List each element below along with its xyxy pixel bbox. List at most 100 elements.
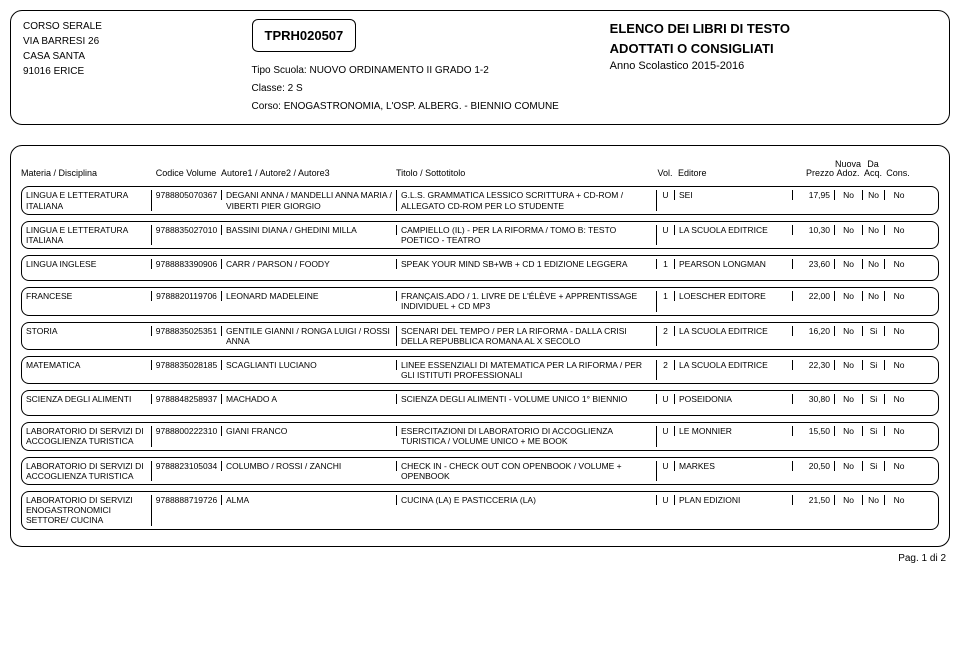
- book-row: MATEMATICA9788835028185SCAGLIANTI LUCIAN…: [21, 356, 939, 384]
- book-row: LABORATORIO DI SERVIZI DI ACCOGLIENZA TU…: [21, 422, 939, 450]
- cell-materia: LINGUA E LETTERATURA ITALIANA: [22, 225, 152, 245]
- cell-autori: GENTILE GIANNI / RONGA LUIGI / ROSSI ANN…: [222, 326, 397, 346]
- title-line2: ADOTTATI O CONSIGLIATI: [610, 39, 937, 59]
- cell-editore: LA SCUOLA EDITRICE: [675, 326, 793, 336]
- col-nuova: NuovaAdoz.: [834, 160, 862, 178]
- cell-prezzo: 30,80: [793, 394, 835, 404]
- cell-titolo: SCENARI DEL TEMPO / PER LA RIFORMA - DAL…: [397, 326, 657, 346]
- cell-codice: 9788835027010: [152, 225, 222, 235]
- cell-materia: MATEMATICA: [22, 360, 152, 370]
- cell-vol: U: [657, 426, 675, 436]
- cell-cons: No: [885, 360, 913, 370]
- cell-cons: No: [885, 326, 913, 336]
- cell-cons: No: [885, 225, 913, 235]
- cell-vol: U: [657, 190, 675, 200]
- cell-da: Si: [863, 360, 885, 370]
- col-vol: Vol.: [656, 168, 674, 178]
- cell-nuova: No: [835, 461, 863, 471]
- cell-cons: No: [885, 291, 913, 301]
- cell-autori: GIANI FRANCO: [222, 426, 397, 436]
- cell-editore: MARKES: [675, 461, 793, 471]
- cell-da: No: [863, 225, 885, 235]
- school-info: CORSO SERALE VIA BARRESI 26 CASA SANTA 9…: [23, 19, 252, 79]
- book-row: LABORATORIO DI SERVIZI DI ACCOGLIENZA TU…: [21, 457, 939, 485]
- cell-materia: STORIA: [22, 326, 152, 336]
- cell-titolo: CAMPIELLO (IL) - PER LA RIFORMA / TOMO B…: [397, 225, 657, 245]
- cell-autori: CARR / PARSON / FOODY: [222, 259, 397, 269]
- tipo-scuola: Tipo Scuola: NUOVO ORDINAMENTO II GRADO …: [252, 62, 590, 80]
- cell-prezzo: 22,00: [793, 291, 835, 301]
- cell-nuova: No: [835, 291, 863, 301]
- cell-vol: 1: [657, 291, 675, 301]
- book-row: FRANCESE9788820119706LEONARD MADELEINEFR…: [21, 287, 939, 315]
- classe: Classe: 2 S: [252, 80, 590, 98]
- cell-vol: U: [657, 461, 675, 471]
- cell-cons: No: [885, 461, 913, 471]
- cell-prezzo: 10,30: [793, 225, 835, 235]
- cell-vol: U: [657, 225, 675, 235]
- cell-vol: 2: [657, 360, 675, 370]
- cell-codice: 9788820119706: [152, 291, 222, 301]
- cell-editore: LA SCUOLA EDITRICE: [675, 360, 793, 370]
- books-container: Materia / Disciplina Codice Volume Autor…: [10, 145, 950, 546]
- cell-titolo: CHECK IN - CHECK OUT CON OPENBOOK / VOLU…: [397, 461, 657, 481]
- cell-da: No: [863, 190, 885, 200]
- cell-autori: ALMA: [222, 495, 397, 505]
- col-autori: Autore1 / Autore2 / Autore3: [221, 168, 396, 178]
- cell-autori: DEGANI ANNA / MANDELLI ANNA MARIA / VIBE…: [222, 190, 397, 210]
- cell-nuova: No: [835, 190, 863, 200]
- book-row: SCIENZA DEGLI ALIMENTI9788848258937MACHA…: [21, 390, 939, 416]
- cell-autori: BASSINI DIANA / GHEDINI MILLA: [222, 225, 397, 235]
- school-line: 91016 ERICE: [23, 64, 252, 79]
- cell-cons: No: [885, 394, 913, 404]
- cell-titolo: SCIENZA DEGLI ALIMENTI - VOLUME UNICO 1°…: [397, 394, 657, 404]
- title-line1: ELENCO DEI LIBRI DI TESTO: [610, 19, 937, 39]
- cell-codice: 9788800222310: [152, 426, 222, 436]
- corso: Corso: ENOGASTRONOMIA, L'OSP. ALBERG. - …: [252, 98, 590, 116]
- cell-cons: No: [885, 190, 913, 200]
- cell-editore: PEARSON LONGMAN: [675, 259, 793, 269]
- cell-editore: LE MONNIER: [675, 426, 793, 436]
- col-titolo: Titolo / Sottotitolo: [396, 168, 656, 178]
- cell-nuova: No: [835, 360, 863, 370]
- anno-scolastico: Anno Scolastico 2015-2016: [610, 58, 937, 75]
- cell-vol: U: [657, 495, 675, 505]
- cell-nuova: No: [835, 326, 863, 336]
- cell-prezzo: 15,50: [793, 426, 835, 436]
- cell-materia: LINGUA E LETTERATURA ITALIANA: [22, 190, 152, 210]
- column-headers: Materia / Disciplina Codice Volume Autor…: [21, 160, 939, 178]
- cell-autori: SCAGLIANTI LUCIANO: [222, 360, 397, 370]
- page-footer: Pag. 1 di 2: [10, 553, 950, 564]
- col-materia: Materia / Disciplina: [21, 168, 151, 178]
- cell-nuova: No: [835, 495, 863, 505]
- col-da: DaAcq.: [862, 160, 884, 178]
- cell-vol: U: [657, 394, 675, 404]
- course-info: TPRH020507 Tipo Scuola: NUOVO ORDINAMENT…: [252, 19, 590, 116]
- cell-materia: FRANCESE: [22, 291, 152, 301]
- cell-autori: MACHADO A: [222, 394, 397, 404]
- book-row: LINGUA E LETTERATURA ITALIANA97888350270…: [21, 221, 939, 249]
- cell-autori: COLUMBO / ROSSI / ZANCHI: [222, 461, 397, 471]
- cell-da: No: [863, 259, 885, 269]
- cell-nuova: No: [835, 259, 863, 269]
- school-line: VIA BARRESI 26: [23, 34, 252, 49]
- school-line: CORSO SERALE: [23, 19, 252, 34]
- cell-codice: 9788888719726: [152, 495, 222, 505]
- cell-prezzo: 20,50: [793, 461, 835, 471]
- cell-codice: 9788883390906: [152, 259, 222, 269]
- cell-editore: POSEIDONIA: [675, 394, 793, 404]
- cell-da: Si: [863, 426, 885, 436]
- cell-materia: LABORATORIO DI SERVIZI ENOGASTRONOMICI S…: [22, 495, 152, 526]
- cell-vol: 2: [657, 326, 675, 336]
- school-line: CASA SANTA: [23, 49, 252, 64]
- school-code: TPRH020507: [252, 19, 357, 52]
- book-row: STORIA9788835025351GENTILE GIANNI / RONG…: [21, 322, 939, 350]
- cell-titolo: FRANÇAIS.ADO / 1. LIVRE DE L'ÉLÈVE + APP…: [397, 291, 657, 311]
- cell-nuova: No: [835, 426, 863, 436]
- cell-autori: LEONARD MADELEINE: [222, 291, 397, 301]
- cell-prezzo: 17,95: [793, 190, 835, 200]
- col-codice: Codice Volume: [151, 168, 221, 178]
- book-row: LABORATORIO DI SERVIZI ENOGASTRONOMICI S…: [21, 491, 939, 530]
- col-cons: Cons.: [884, 168, 912, 178]
- cell-codice: 9788848258937: [152, 394, 222, 404]
